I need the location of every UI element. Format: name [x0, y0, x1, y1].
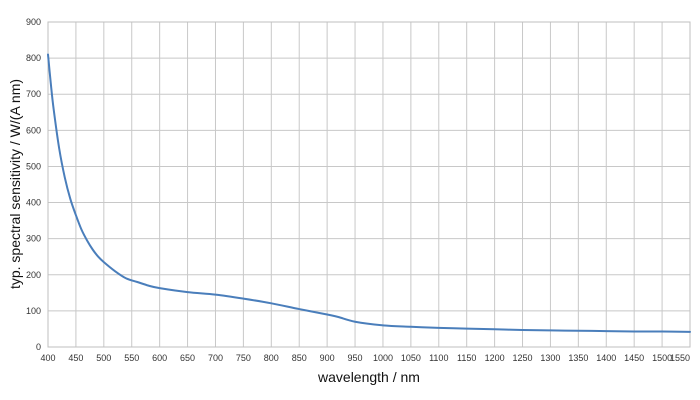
series-line	[47, 53, 691, 333]
x-tick-label: 1450	[624, 353, 644, 363]
x-tick-label: 1250	[513, 353, 533, 363]
x-tick-label: 1500	[652, 353, 672, 363]
y-tick-label: 700	[26, 89, 41, 99]
x-axis-label: wavelength / nm	[317, 369, 420, 385]
x-tick-label: 900	[320, 353, 335, 363]
y-tick-label: 300	[26, 234, 41, 244]
y-tick-label: 200	[26, 270, 41, 280]
x-tick-labels: 400 450 500 550 600 650 700 750 800 850 900 950 1000…	[40, 353, 690, 363]
x-tick-label: 400	[40, 353, 55, 363]
y-axis-label: typ. spectral sensitivity / W/(A nm)	[7, 79, 23, 289]
x-tick-label: 1400	[596, 353, 616, 363]
x-tick-label: 1550	[670, 353, 690, 363]
x-tick-label: 650	[180, 353, 195, 363]
y-tick-labels: 0 100 200 300 400 500 600 700 800 900	[26, 17, 41, 352]
x-tick-label: 550	[124, 353, 139, 363]
x-tick-label: 1200	[485, 353, 505, 363]
x-tick-label: 450	[68, 353, 83, 363]
series-group	[47, 53, 691, 333]
x-tick-label: 950	[348, 353, 363, 363]
y-tick-label: 600	[26, 125, 41, 135]
x-tick-label: 1350	[568, 353, 588, 363]
x-tick-label: 750	[236, 353, 251, 363]
x-tick-label: 1150	[457, 353, 476, 363]
x-tick-label: 800	[264, 353, 279, 363]
y-tick-label: 100	[26, 306, 41, 316]
x-tick-label: 1050	[401, 353, 421, 363]
y-tick-label: 0	[36, 342, 41, 352]
x-tick-label: 700	[208, 353, 223, 363]
y-tick-label: 400	[26, 198, 41, 208]
x-tick-label: 600	[152, 353, 167, 363]
x-tick-label: 500	[96, 353, 111, 363]
plot-area-border	[47, 21, 691, 348]
x-tick-label: 1000	[373, 353, 393, 363]
x-tick-label: 1100	[429, 353, 448, 363]
y-tick-label: 800	[26, 53, 41, 63]
grid-lines	[47, 21, 691, 348]
y-tick-label: 900	[26, 17, 41, 27]
x-tick-label: 1300	[540, 353, 560, 363]
y-tick-label: 500	[26, 161, 41, 171]
x-tick-label: 850	[292, 353, 307, 363]
